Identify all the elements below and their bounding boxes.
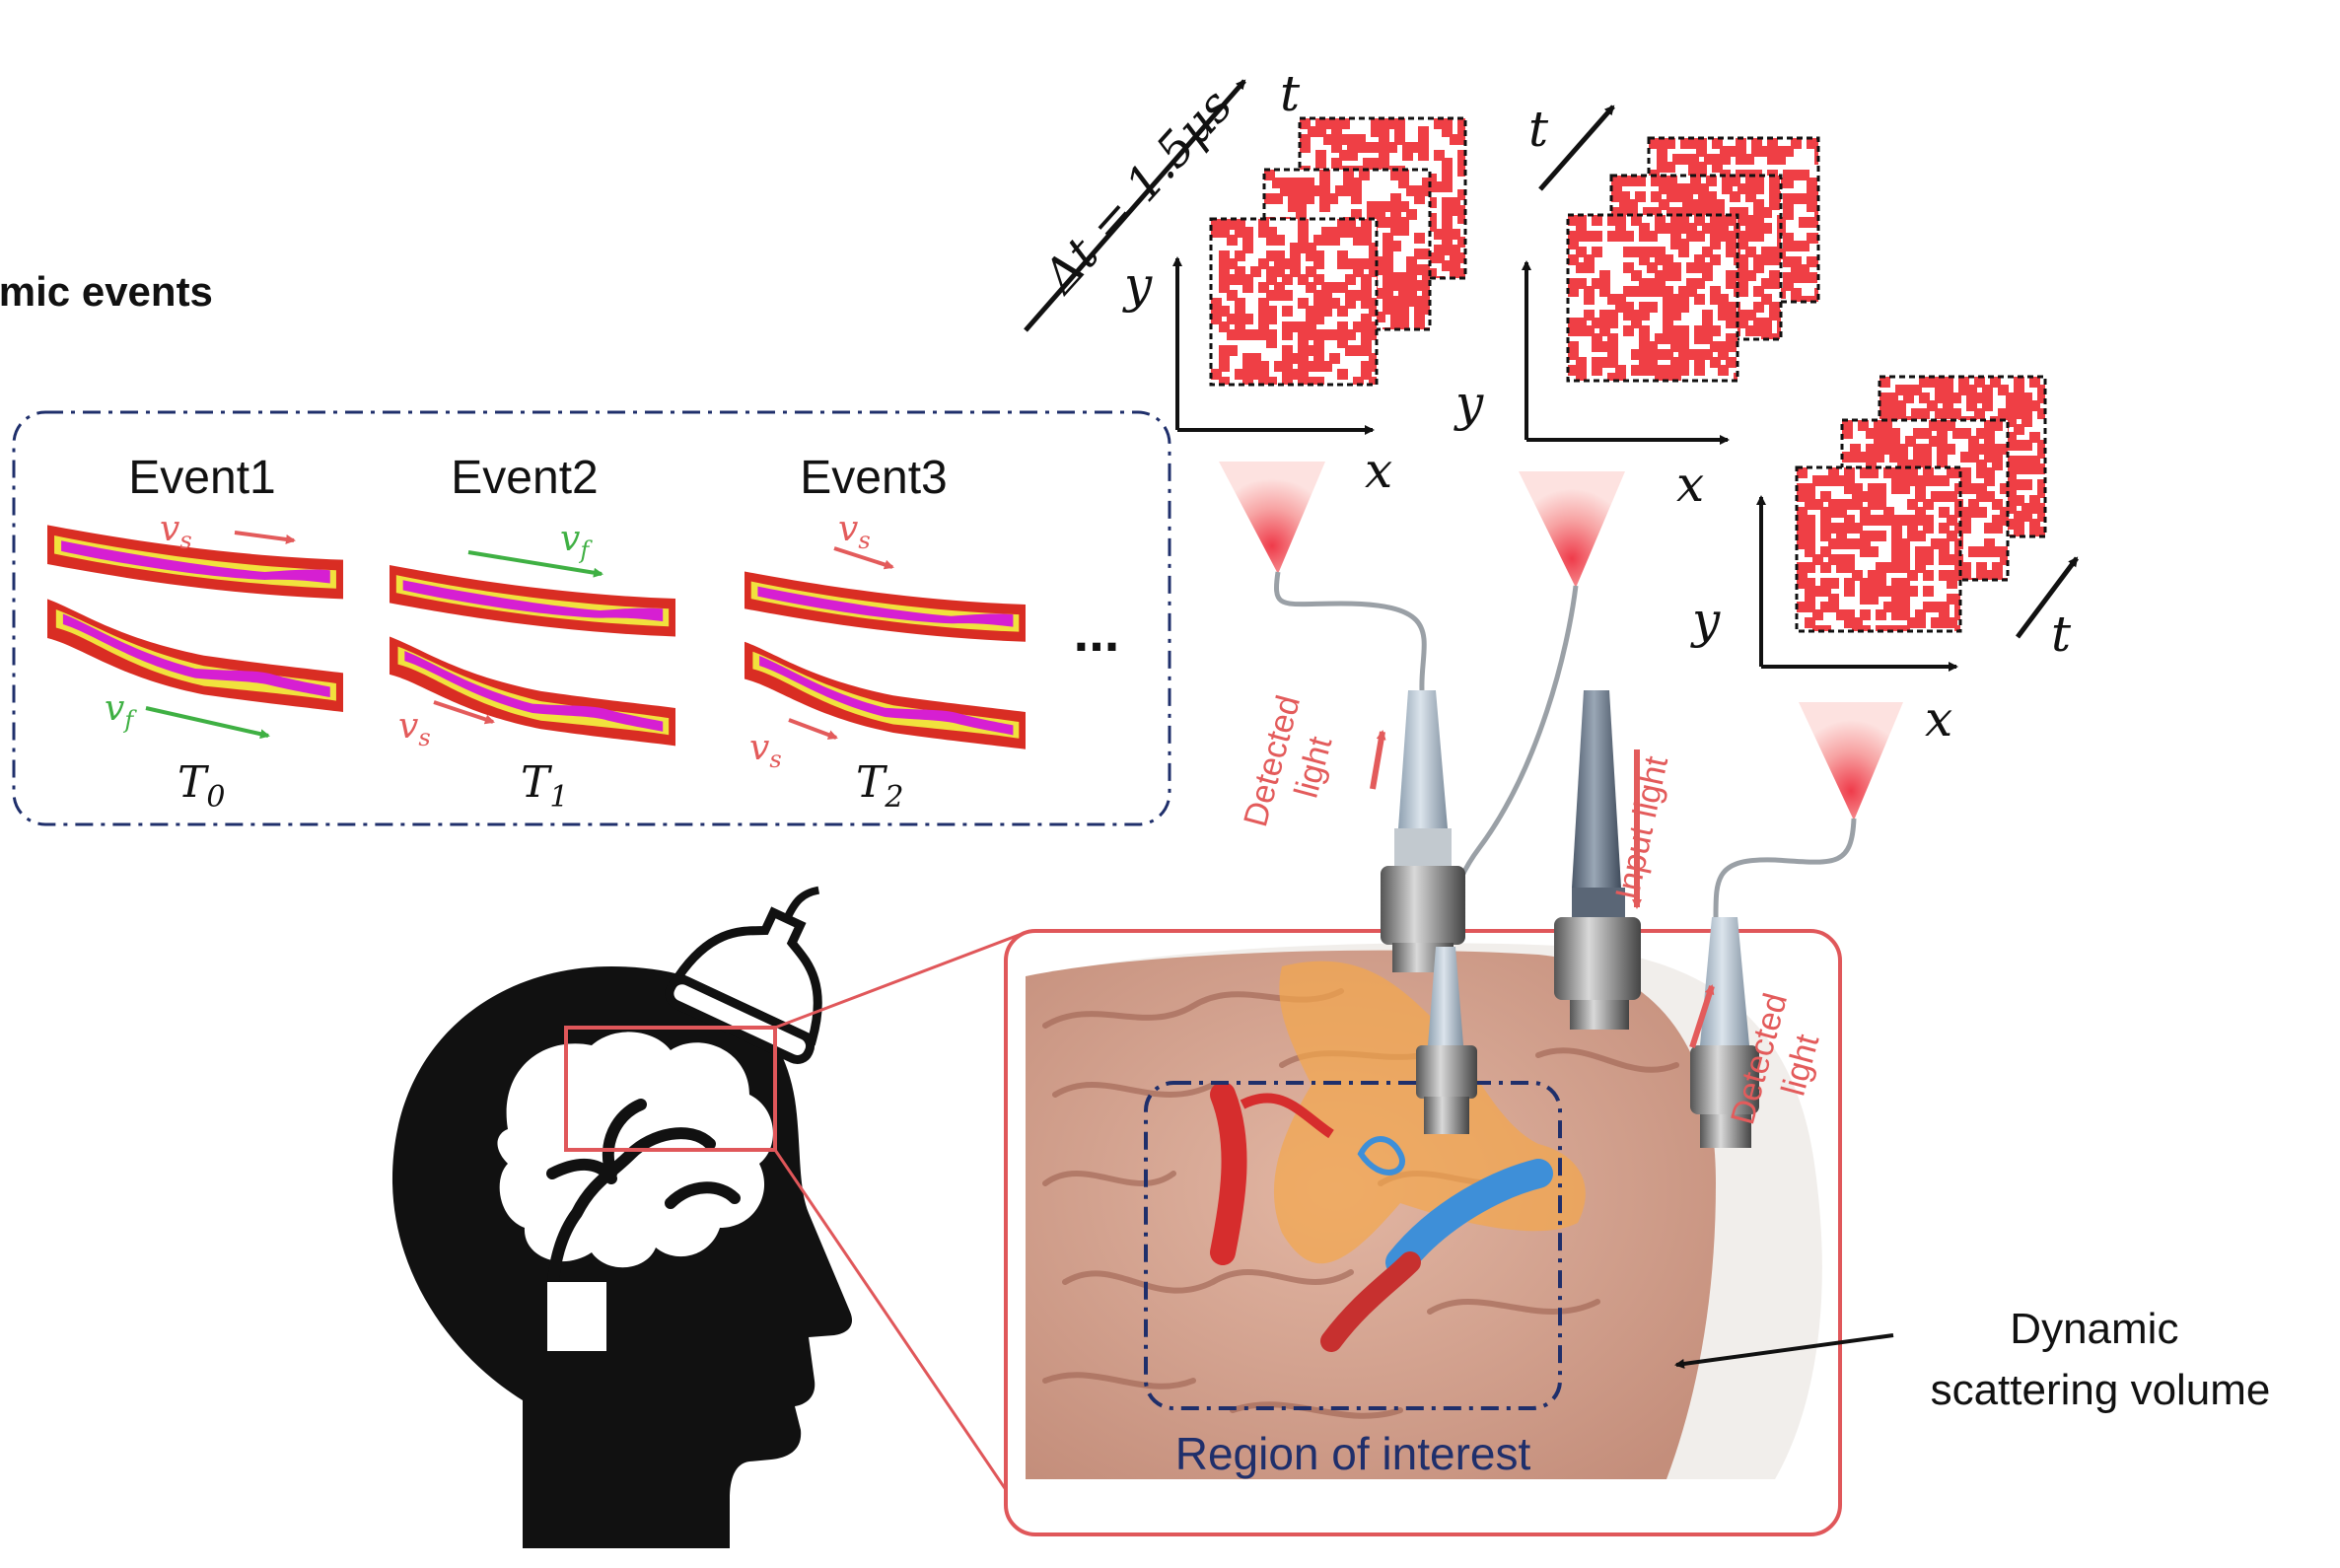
detector-probe-right xyxy=(1690,917,1759,1148)
light-cone xyxy=(1519,471,1625,588)
y-axis-label: y xyxy=(1122,256,1153,314)
velocity-label: vs xyxy=(838,509,871,554)
velocity-label: vs xyxy=(398,706,431,751)
event-2: Event2 vf vs T1 xyxy=(390,452,675,815)
y-axis-label: y xyxy=(1454,375,1484,432)
zoom-line xyxy=(773,1149,1031,1526)
fiber-cable xyxy=(1274,571,1427,691)
slow-flow-arrow xyxy=(833,546,894,570)
detected-light-label-right: Detected light xyxy=(1724,980,1837,1139)
t-arrow xyxy=(1538,105,1615,191)
vessel-illustration xyxy=(390,564,675,747)
brain-zoom-panel: Region of interest xyxy=(1004,929,1842,1536)
fiber-cable xyxy=(1713,818,1857,918)
zoom-line xyxy=(774,929,1030,1030)
event-1: Event1 vs vf T0 xyxy=(47,452,343,815)
volume-pointer-arrow xyxy=(1674,1333,1894,1369)
velocity-label: vf xyxy=(560,519,593,564)
light-cone xyxy=(1219,462,1325,574)
light-cone xyxy=(1799,702,1903,820)
velocity-label: vs xyxy=(749,728,782,773)
ultrasound-probe-icon xyxy=(665,886,822,1064)
velocity-label: vs xyxy=(160,509,192,554)
t-axis-label: t xyxy=(1280,65,1301,122)
fiber-cable xyxy=(1447,585,1579,948)
fast-flow-arrow xyxy=(145,706,270,740)
time-label: T0 xyxy=(177,757,225,815)
x-axis-label: x xyxy=(1925,690,1952,748)
event-3: Event3 vs vs T2 xyxy=(745,452,1026,815)
detector-probe-middle xyxy=(1416,947,1477,1134)
slow-flow-arrow xyxy=(433,700,495,725)
dynamic-volume-label: Dynamic scattering volume xyxy=(1931,1305,2271,1414)
speckle-pattern xyxy=(1209,217,1379,387)
events-panel xyxy=(12,410,1171,826)
t-axis-label: t xyxy=(1528,101,1549,158)
region-of-interest-label: Region of interest xyxy=(1175,1428,1531,1479)
vessel-illustration xyxy=(745,571,1026,749)
y-axis-label: y xyxy=(1690,592,1721,649)
x-axis-label: x xyxy=(1676,456,1704,513)
fast-flow-arrow xyxy=(467,550,603,578)
speckle-stack-2: t y x xyxy=(1454,101,1820,588)
dt-arrow xyxy=(1024,79,1246,332)
event-label: Event1 xyxy=(128,452,275,504)
input-probe xyxy=(1554,690,1641,1030)
speckle-pattern xyxy=(1795,465,1962,633)
title: Hemodynamic events xyxy=(0,268,213,315)
detector-probe-left xyxy=(1381,690,1465,972)
speckle-stack-1: Δt = 1.5μs t y x xyxy=(1024,65,1467,574)
region-of-interest-box xyxy=(1144,1081,1562,1410)
vessel-illustration xyxy=(47,525,343,713)
event-label: Event3 xyxy=(800,452,947,504)
speckle-pattern xyxy=(1566,213,1739,383)
time-label: T1 xyxy=(521,757,568,815)
detected-light-label-left: Detected light xyxy=(1237,682,1350,841)
speckle-stack-3: t y x xyxy=(1690,375,2079,820)
input-light-label: Input light xyxy=(1608,752,1675,903)
slow-flow-arrow xyxy=(788,718,838,740)
slow-flow-arrow xyxy=(234,531,296,544)
time-label: T2 xyxy=(856,757,903,815)
detected-light-arrow xyxy=(1370,730,1386,790)
detected-light-arrow xyxy=(1689,984,1715,1048)
x-axis-label: x xyxy=(1365,442,1392,499)
velocity-label: vf xyxy=(105,688,137,734)
ellipsis: ... xyxy=(1074,601,1120,663)
t-arrow xyxy=(2016,556,2079,639)
event-label: Event2 xyxy=(451,452,598,504)
t-axis-label: t xyxy=(2051,606,2072,663)
zoom-source-rect xyxy=(564,1026,777,1152)
